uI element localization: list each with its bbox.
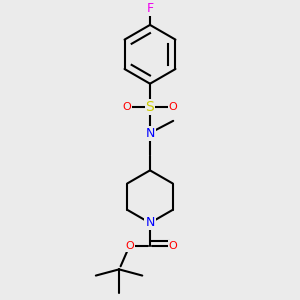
Text: S: S bbox=[146, 100, 154, 114]
Text: F: F bbox=[146, 2, 154, 15]
Text: N: N bbox=[145, 217, 155, 230]
Text: O: O bbox=[122, 102, 131, 112]
Text: O: O bbox=[169, 241, 178, 251]
Text: N: N bbox=[145, 127, 155, 140]
Text: O: O bbox=[169, 102, 178, 112]
Text: O: O bbox=[125, 241, 134, 251]
